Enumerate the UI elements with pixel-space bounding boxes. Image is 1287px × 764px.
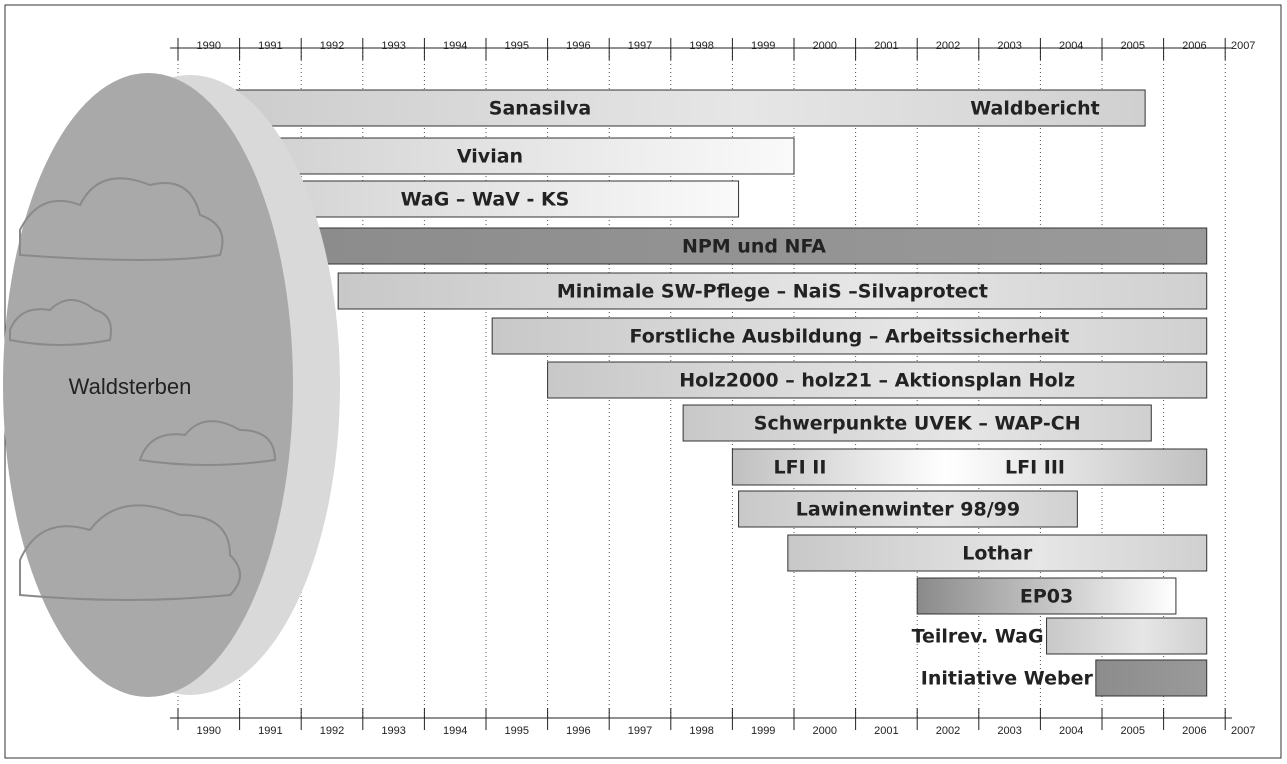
year-label: 1996 bbox=[566, 725, 590, 737]
year-label: 1995 bbox=[505, 725, 529, 737]
year-label: 2000 bbox=[813, 725, 837, 737]
year-label: 2004 bbox=[1059, 725, 1083, 737]
year-label: 2003 bbox=[997, 40, 1021, 52]
year-label: 1993 bbox=[381, 40, 405, 52]
bar-label: WaG – WaV - KS bbox=[401, 189, 570, 211]
bar-label: Waldbericht bbox=[970, 98, 1099, 120]
bar-label: LFI III bbox=[1005, 457, 1065, 479]
year-label: 2004 bbox=[1059, 40, 1083, 52]
bar-label: Lawinenwinter 98/99 bbox=[796, 499, 1020, 521]
year-label: 1994 bbox=[443, 725, 467, 737]
bar-label: Schwerpunkte UVEK – WAP-CH bbox=[754, 413, 1081, 435]
timeline-chart: 1990 1990 1991 1991 1992 1992 1993 1993 1994 1994… bbox=[0, 0, 1287, 764]
year-label: 2007 bbox=[1231, 725, 1255, 737]
year-label: 2000 bbox=[813, 40, 837, 52]
year-label: 2001 bbox=[874, 40, 898, 52]
year-label: 1999 bbox=[751, 725, 775, 737]
year-label: 1992 bbox=[320, 725, 344, 737]
year-label: 1997 bbox=[628, 725, 652, 737]
bar-label: Minimale SW-Pflege – NaiS –Silvaprotect bbox=[557, 281, 988, 303]
cloud-label: Waldsterben bbox=[69, 374, 192, 399]
bar-label: NPM und NFA bbox=[682, 236, 826, 258]
year-label: 2002 bbox=[936, 40, 960, 52]
year-label: 2005 bbox=[1121, 725, 1145, 737]
bar-label: Forstliche Ausbildung – Arbeitssicherhei… bbox=[630, 326, 1070, 348]
year-label: 1993 bbox=[381, 725, 405, 737]
year-label: 2006 bbox=[1182, 40, 1206, 52]
bar-label: Vivian bbox=[457, 146, 523, 168]
bar-label: Lothar bbox=[962, 543, 1033, 565]
year-label: 1996 bbox=[566, 40, 590, 52]
bar bbox=[1047, 618, 1207, 654]
bar-label: Sanasilva bbox=[489, 98, 591, 120]
year-label: 1991 bbox=[258, 40, 282, 52]
bar-label: EP03 bbox=[1020, 586, 1073, 608]
bar bbox=[1096, 660, 1207, 696]
bar-label: Holz2000 – holz21 – Aktionsplan Holz bbox=[679, 370, 1075, 392]
bar-label: LFI II bbox=[774, 457, 827, 479]
year-label: 2001 bbox=[874, 725, 898, 737]
year-label: 2007 bbox=[1231, 40, 1255, 52]
year-label: 2002 bbox=[936, 725, 960, 737]
year-label: 1997 bbox=[628, 40, 652, 52]
bar-label: Initiative Weber bbox=[921, 668, 1094, 690]
year-label: 1995 bbox=[505, 40, 529, 52]
year-label: 1998 bbox=[689, 725, 713, 737]
year-label: 2003 bbox=[997, 725, 1021, 737]
year-label: 1992 bbox=[320, 40, 344, 52]
year-label: 1999 bbox=[751, 40, 775, 52]
year-label: 2005 bbox=[1121, 40, 1145, 52]
bar-label: Teilrev. WaG bbox=[912, 626, 1044, 648]
year-label: 2006 bbox=[1182, 725, 1206, 737]
year-label: 1990 bbox=[197, 40, 221, 52]
year-label: 1991 bbox=[258, 725, 282, 737]
year-label: 1994 bbox=[443, 40, 467, 52]
year-label: 1990 bbox=[197, 725, 221, 737]
year-label: 1998 bbox=[689, 40, 713, 52]
